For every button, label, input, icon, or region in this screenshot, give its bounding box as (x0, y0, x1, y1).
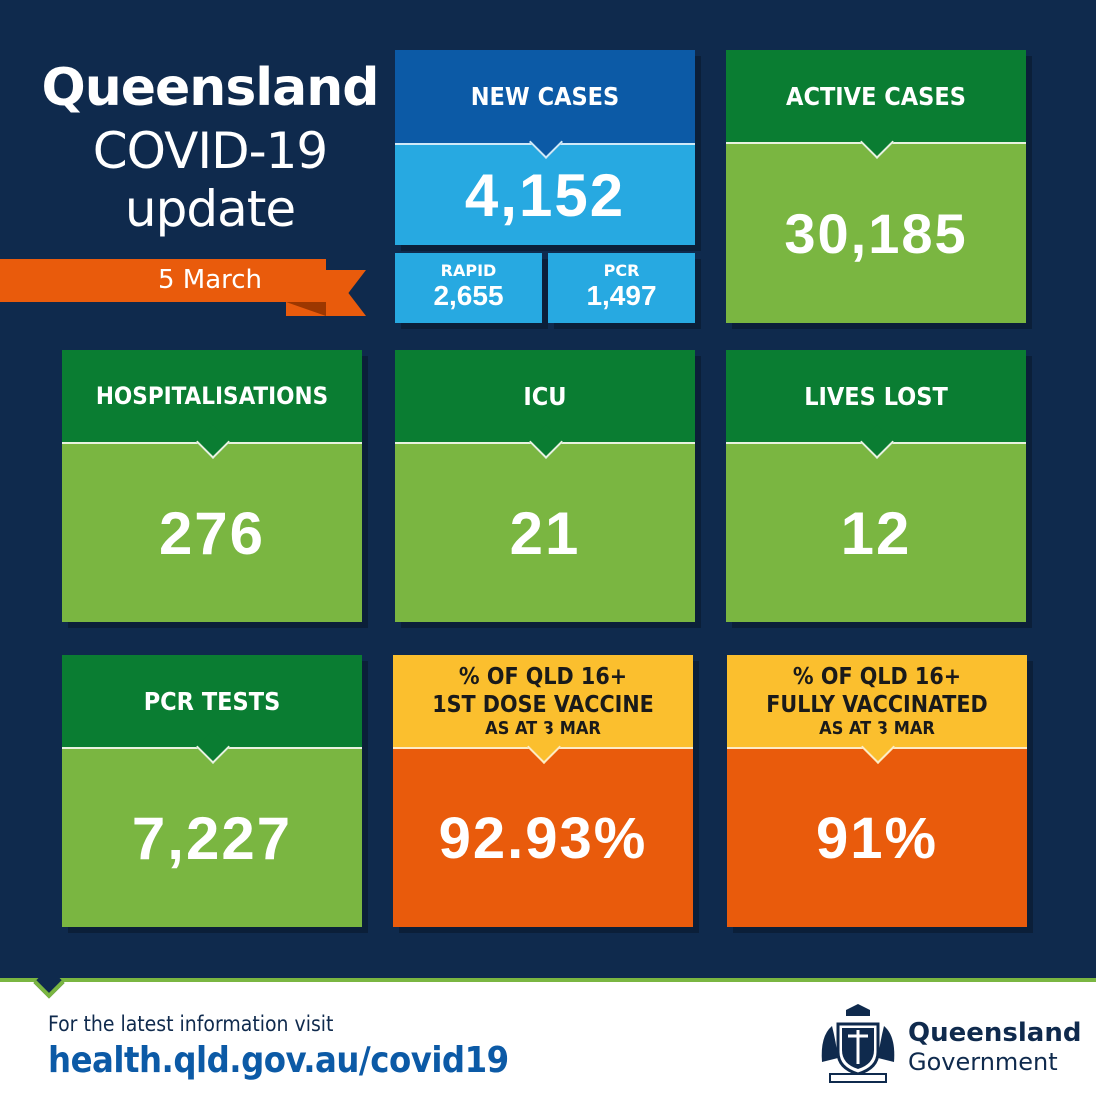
icu-value: 21 (395, 444, 695, 622)
tile-active-cases: ACTIVE CASES 30,185 (726, 50, 1026, 323)
hospitalisations-value: 276 (62, 444, 362, 622)
title-update: update (124, 180, 296, 238)
tile-lives-lost: LIVES LOST 12 (726, 350, 1026, 622)
footer-info-text: For the latest information visit (48, 1012, 334, 1036)
rapid-label: RAPID (440, 261, 497, 280)
tile-rapid: RAPID 2,655 (395, 253, 542, 323)
fully-vaccinated-line3: AS AT 3 MAR (819, 718, 935, 739)
rapid-value: 2,655 (433, 280, 504, 311)
hospitalisations-label: HOSPITALISATIONS (62, 350, 362, 442)
fully-vaccinated-line1: % OF QLD 16+ (792, 664, 962, 690)
brand-government: Government (908, 1048, 1058, 1076)
tile-fully-vaccinated: % OF QLD 16+ FULLY VACCINATED AS AT 3 MA… (727, 655, 1027, 927)
title-covid19: COVID-19 (92, 122, 329, 180)
new-cases-value: 4,152 (395, 145, 695, 245)
brand-queensland: Queensland (908, 1018, 1082, 1048)
first-dose-value: 92.93% (393, 749, 693, 927)
active-cases-value: 30,185 (726, 144, 1026, 323)
tile-new-cases: NEW CASES 4,152 (395, 50, 695, 245)
tile-first-dose: % OF QLD 16+ 1ST DOSE VACCINE AS AT 3 MA… (393, 655, 693, 927)
tile-hospitalisations: HOSPITALISATIONS 276 (62, 350, 362, 622)
footer: For the latest information visit health.… (0, 982, 1096, 1106)
pcr-label: PCR (603, 261, 640, 280)
date-ribbon (0, 259, 326, 302)
fully-vaccinated-header: % OF QLD 16+ FULLY VACCINATED AS AT 3 MA… (727, 655, 1027, 747)
first-dose-line1: % OF QLD 16+ (458, 664, 628, 690)
footer-link[interactable]: health.qld.gov.au/covid19 (48, 1040, 509, 1081)
queensland-coat-of-arms-icon (821, 1004, 895, 1083)
new-cases-label: NEW CASES (395, 50, 695, 143)
footer-divider (0, 978, 1096, 982)
fully-vaccinated-line2: FULLY VACCINATED (766, 692, 988, 718)
lives-lost-value: 12 (726, 444, 1026, 622)
first-dose-line2: 1ST DOSE VACCINE (432, 692, 654, 718)
date-label: 5 March (157, 265, 263, 295)
tile-icu: ICU 21 (395, 350, 695, 622)
fully-vaccinated-value: 91% (727, 749, 1027, 927)
pcr-tests-value: 7,227 (62, 749, 362, 927)
pcr-value: 1,497 (586, 280, 657, 311)
tile-pcr: PCR 1,497 (548, 253, 695, 323)
tile-pcr-tests: PCR TESTS 7,227 (62, 655, 362, 927)
first-dose-line3: AS AT 3 MAR (485, 718, 601, 739)
title-queensland: Queensland (41, 58, 380, 118)
